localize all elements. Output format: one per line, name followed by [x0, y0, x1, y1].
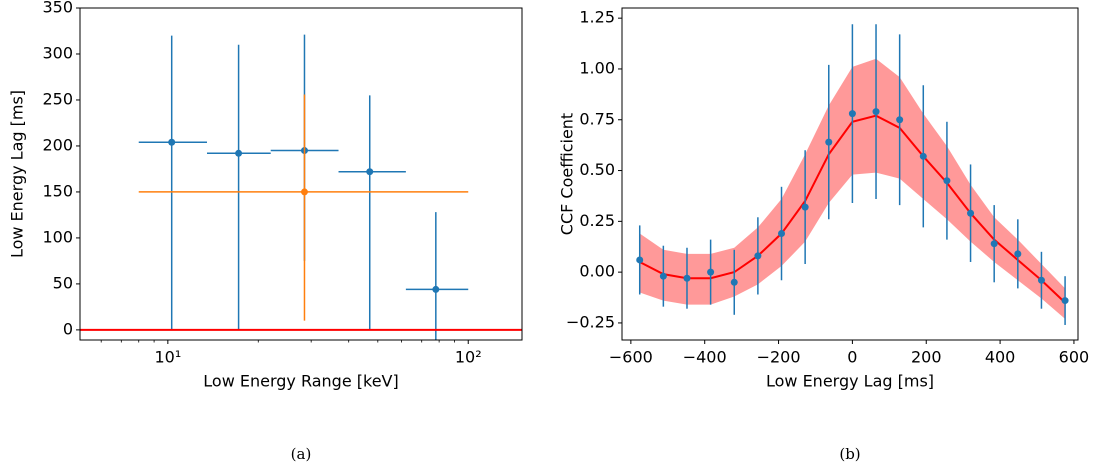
y-tick-label: 0.00	[579, 262, 615, 281]
point	[990, 240, 998, 248]
point	[778, 230, 786, 238]
point	[825, 138, 833, 146]
x-tick-label: −600	[609, 348, 653, 367]
y-tick-label: 350	[42, 0, 73, 17]
axes-frame	[79, 7, 523, 341]
point	[754, 252, 762, 260]
y-tick-label: 0.50	[579, 160, 615, 179]
point	[168, 138, 176, 146]
point	[1014, 250, 1022, 258]
point	[730, 278, 738, 286]
x-tick-label: 200	[911, 348, 942, 367]
point	[872, 108, 880, 116]
y-tick-label: 1.00	[579, 58, 615, 77]
x-tick-label: 0	[847, 348, 857, 367]
axes-frame	[621, 7, 1079, 341]
y-axis-label: Low Energy Lag [ms]	[8, 90, 27, 258]
confidence-band	[639, 58, 1066, 319]
x-tick-label: 10²	[455, 348, 482, 367]
point	[707, 268, 715, 276]
y-tick-label: 200	[42, 135, 73, 154]
point	[235, 149, 243, 157]
point	[919, 152, 927, 160]
point	[636, 256, 644, 264]
y-tick-label: 250	[42, 89, 73, 108]
y-tick-label: 0.25	[579, 211, 615, 230]
x-axis-label: Low Energy Range [keV]	[203, 372, 398, 391]
x-tick-label: 400	[985, 348, 1016, 367]
point	[683, 274, 691, 282]
point	[432, 285, 440, 293]
y-tick-label: 0	[63, 319, 73, 338]
x-tick-label: −200	[757, 348, 801, 367]
x-axis-label: Low Energy Lag [ms]	[766, 372, 934, 391]
y-tick-label: 150	[42, 181, 73, 200]
plot-area	[636, 24, 1069, 325]
y-tick-label: 50	[53, 273, 73, 292]
point	[801, 203, 809, 211]
point	[366, 168, 374, 176]
y-tick-label: −0.25	[566, 312, 615, 331]
point	[1037, 276, 1045, 284]
point	[300, 188, 308, 196]
y-axis-label: CCF Coefficient	[558, 113, 577, 235]
y-tick-label: 1.25	[579, 8, 615, 27]
x-tick-label: −400	[683, 348, 727, 367]
point	[967, 209, 975, 217]
y-tick-label: 300	[42, 43, 73, 62]
x-tick-label: 600	[1059, 348, 1090, 367]
point	[1061, 297, 1069, 305]
plot-area	[80, 34, 522, 340]
point	[659, 272, 667, 280]
x-tick-label: 10¹	[154, 348, 181, 367]
point	[848, 110, 856, 118]
caption: (a)	[291, 445, 312, 463]
caption: (b)	[839, 445, 860, 463]
point	[896, 116, 904, 124]
point	[943, 177, 951, 185]
y-tick-label: 100	[42, 227, 73, 246]
y-tick-label: 0.75	[579, 109, 615, 128]
